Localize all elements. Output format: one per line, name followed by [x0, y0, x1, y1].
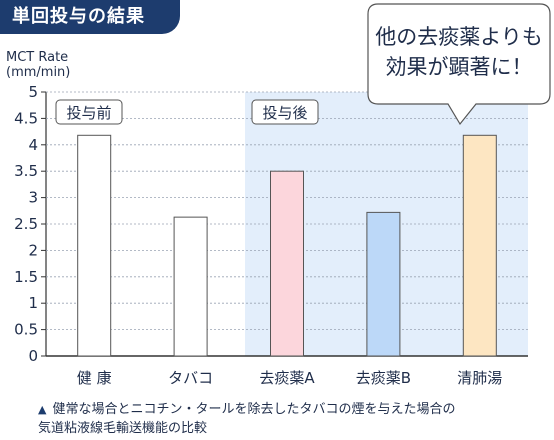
- bar-3: [270, 170, 304, 357]
- y-axis-label: MCT Rate (mm/min): [6, 50, 71, 80]
- y-tick-label: 3: [28, 189, 38, 207]
- group-label-box: [251, 99, 319, 125]
- y-tick-label: 2.5: [14, 215, 38, 233]
- group-label: 投与後: [262, 104, 307, 122]
- annotation-text: 効果が顕著に！: [386, 55, 533, 79]
- bar-2: [173, 216, 208, 357]
- y-tick-label: 1.5: [14, 268, 38, 286]
- x-tick-label: タバコ: [168, 369, 213, 387]
- bar-4: [366, 211, 401, 357]
- x-tick-label: 清肺湯: [457, 369, 502, 387]
- group-label-box: [55, 99, 123, 125]
- y-tick-label: 5: [28, 83, 38, 101]
- bar-5: [462, 134, 497, 357]
- annotation-bubble: [367, 3, 551, 126]
- footnote: ▲ 健常な場合とニコチン・タールを除去したタバコの煙を与えた場合の 気道粘液線毛輸…: [38, 400, 548, 438]
- bar-1: [77, 134, 112, 357]
- y-tick-label: 0.5: [14, 321, 38, 339]
- x-tick-label: 去痰薬B: [356, 369, 411, 387]
- footnote-text: 健常な場合とニコチン・タールを除去したタバコの煙を与えた場合の 気道粘液線毛輸送…: [38, 402, 456, 436]
- y-tick-label: 2: [28, 241, 38, 259]
- y-tick-label: 0: [28, 347, 38, 365]
- y-tick-label: 4: [28, 136, 38, 154]
- y-tick-label: 4.5: [14, 109, 38, 127]
- annotation-text: 他の去痰薬よりも: [375, 25, 543, 49]
- y-tick-label: 3.5: [14, 162, 38, 180]
- x-tick-label: 去痰薬A: [259, 369, 315, 387]
- triangle-icon: ▲: [38, 403, 47, 416]
- group-label: 投与前: [66, 104, 111, 122]
- y-tick-label: 1: [28, 294, 38, 312]
- x-tick-label: 健 康: [77, 369, 112, 387]
- chart-title: 単回投与の結果: [0, 0, 180, 34]
